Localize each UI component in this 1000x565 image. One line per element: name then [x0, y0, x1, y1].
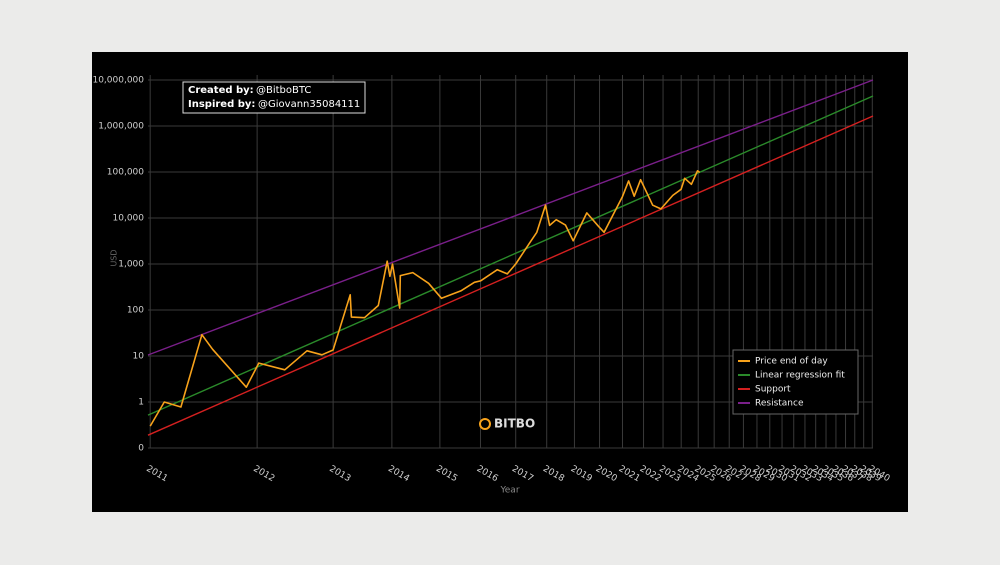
annotation: Created by: @BitboBTC Inspired by: @Giov… — [182, 81, 366, 114]
watermark-logo — [479, 418, 491, 430]
y-tick-label: 0 — [138, 444, 144, 454]
series-line — [147, 115, 874, 436]
y-tick-label: 10 — [133, 352, 145, 362]
legend-label: Linear regression fit — [755, 371, 845, 381]
legend-label: Support — [755, 385, 791, 395]
series-line — [147, 95, 874, 416]
annotation-value: @BitboBTC — [256, 85, 311, 96]
y-tick-label: 1,000,000 — [98, 122, 144, 132]
x-axis-title: Year — [499, 486, 519, 496]
y-tick-label: 100,000 — [107, 168, 144, 178]
y-tick-label: 1 — [138, 398, 144, 408]
y-tick-label: 1,000 — [118, 260, 144, 270]
legend-label: Price end of day — [755, 357, 828, 367]
y-tick-label: 10,000 — [113, 214, 145, 224]
series-line — [149, 170, 701, 427]
annotation-label: Created by: — [188, 85, 254, 96]
y-axis-title: USD — [110, 249, 119, 266]
y-tick-label: 100 — [127, 306, 144, 316]
watermark-text: BITBO — [494, 417, 535, 431]
annotation-label: Inspired by: — [188, 99, 255, 110]
series-line — [147, 79, 874, 356]
watermark: BITBO — [479, 417, 535, 431]
legend-label: Resistance — [755, 399, 804, 409]
chart-panel — [92, 52, 908, 512]
annotation-box — [182, 81, 366, 114]
annotation-value: @Giovann35084111 — [258, 99, 360, 110]
y-tick-label: 10,000,000 — [92, 76, 144, 86]
legend: Price end of day Linear regression fit Sup… — [732, 349, 859, 415]
legend-box — [732, 349, 859, 415]
